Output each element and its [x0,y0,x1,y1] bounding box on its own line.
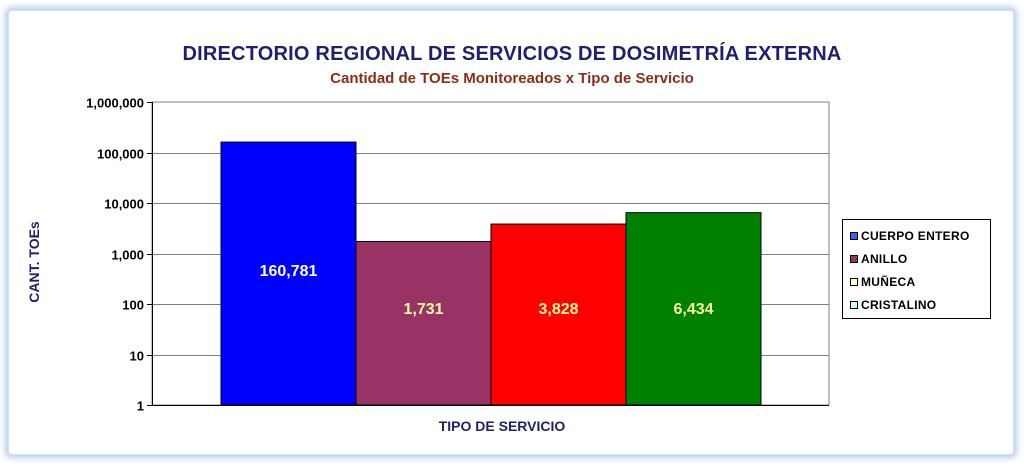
data-label: 160,781 [260,263,318,280]
y-tick-label: 100,000 [97,147,144,162]
bar-anillo [355,240,492,406]
legend: CUERPO ENTERO ANILLO MUÑECA CRISTALINO [842,219,991,319]
legend-label: MUÑECA [861,274,916,289]
legend-swatch [850,231,858,240]
legend-label: CRISTALINO [861,297,937,312]
legend-swatch [850,300,858,309]
legend-swatch [850,277,858,286]
y-tick-label: 10 [130,349,144,364]
data-label: 3,828 [538,301,578,318]
chart-title: DIRECTORIO REGIONAL DE SERVICIOS DE DOSI… [182,43,842,65]
y-tick-label: 1 [137,399,144,414]
legend-item: ANILLO [843,247,990,270]
chart-subtitle: Cantidad de TOEs Monitoreados x Tipo de … [330,70,694,87]
legend-item: MUÑECA [843,270,990,293]
legend-item: CRISTALINO [843,293,990,316]
bar-cristalino [625,212,762,406]
y-tick-label: 100 [122,298,144,313]
legend-swatch [850,254,858,263]
data-label: 1,731 [403,301,443,318]
bar-muñeca [490,223,627,406]
y-tick-label: 1,000 [111,248,144,263]
x-axis-label: TIPO DE SERVICIO [438,418,566,434]
data-label: 6,434 [673,301,713,318]
legend-item: CUERPO ENTERO [843,224,990,247]
bar-cuerpo-entero [220,141,357,406]
legend-label: CUERPO ENTERO [861,228,970,243]
legend-label: ANILLO [861,251,908,266]
y-tick-label: 10,000 [104,197,144,212]
y-tick-label: 1,000,000 [86,96,144,111]
